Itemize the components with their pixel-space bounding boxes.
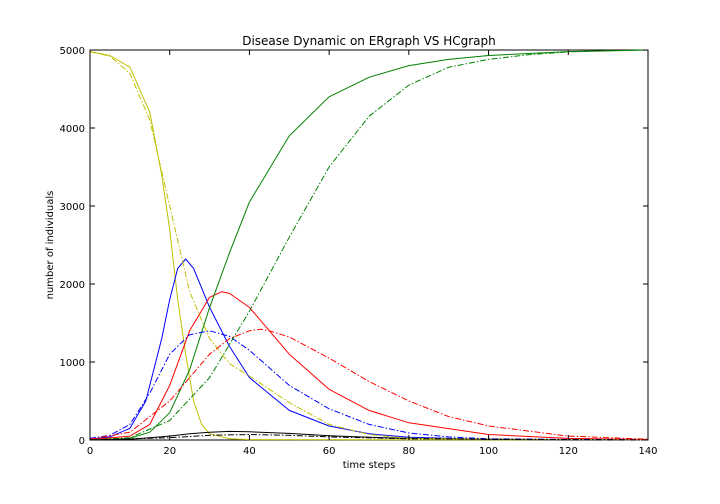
x-axis-label: time steps xyxy=(343,460,396,471)
x-tick-label: 120 xyxy=(559,446,578,457)
y-tick-label: 3000 xyxy=(60,202,85,213)
series-line-2 xyxy=(89,258,649,441)
y-tick-label: 2000 xyxy=(60,280,85,291)
x-tick-label: 140 xyxy=(638,446,657,457)
series-line-9 xyxy=(89,49,649,441)
x-tick-label: 0 xyxy=(87,446,93,457)
y-tick-label: 0 xyxy=(79,436,85,447)
ticks-layer: 0 20 40 60 80 100 120 140 0 1000 2000 3000 4000 5000 xyxy=(60,46,658,457)
x-tick-label: 40 xyxy=(243,446,256,457)
y-tick-label: 5000 xyxy=(60,46,85,57)
series-line-1 xyxy=(89,51,649,441)
chart-title: Disease Dynamic on ERgraph VS HCgraph xyxy=(242,34,496,48)
series-line-6 xyxy=(89,51,649,441)
x-tick-label: 20 xyxy=(163,446,176,457)
series-line-3 xyxy=(89,291,649,441)
y-tick-label: 1000 xyxy=(60,358,85,369)
series-line-10 xyxy=(89,434,649,441)
y-axis-label: number of individuals xyxy=(45,191,56,300)
series-line-7 xyxy=(89,330,649,441)
x-tick-label: 60 xyxy=(323,446,336,457)
y-tick-label: 4000 xyxy=(60,124,85,135)
series-line-8 xyxy=(89,328,649,440)
plot-area xyxy=(89,49,649,441)
x-tick-label: 100 xyxy=(479,446,498,457)
series-line-4 xyxy=(89,49,649,441)
x-tick-label: 80 xyxy=(402,446,415,457)
plot-background xyxy=(90,50,648,440)
